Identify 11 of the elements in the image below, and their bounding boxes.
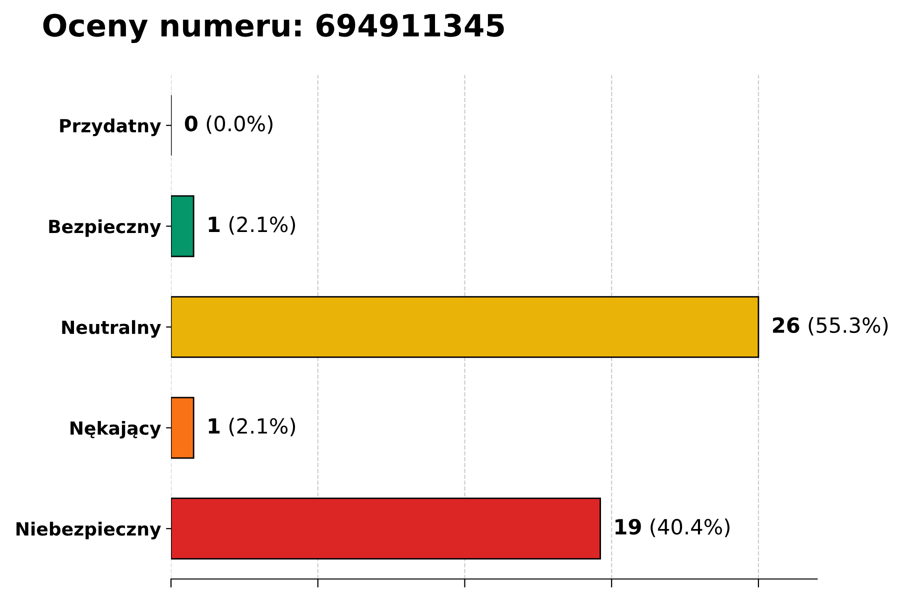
data-label: 26 (55.3%) [773, 316, 888, 336]
data-label: 1 (2.1%) [208, 216, 296, 235]
data-label: 1 (2.1%) [208, 418, 296, 436]
y-tick-label: Nękający [70, 420, 161, 439]
y-tick-label: Bezpieczny [49, 219, 161, 237]
data-label: 19 (40.4%) [616, 518, 730, 538]
chart-title: Oceny numeru: 694911345 [43, 14, 504, 44]
y-tick-label: Niebezpieczny [16, 522, 161, 540]
y-tick-label: Przydatny [60, 118, 161, 136]
data-label: 0 (0.0%) [184, 115, 272, 134]
y-tick-label: Neutralny [62, 320, 161, 338]
